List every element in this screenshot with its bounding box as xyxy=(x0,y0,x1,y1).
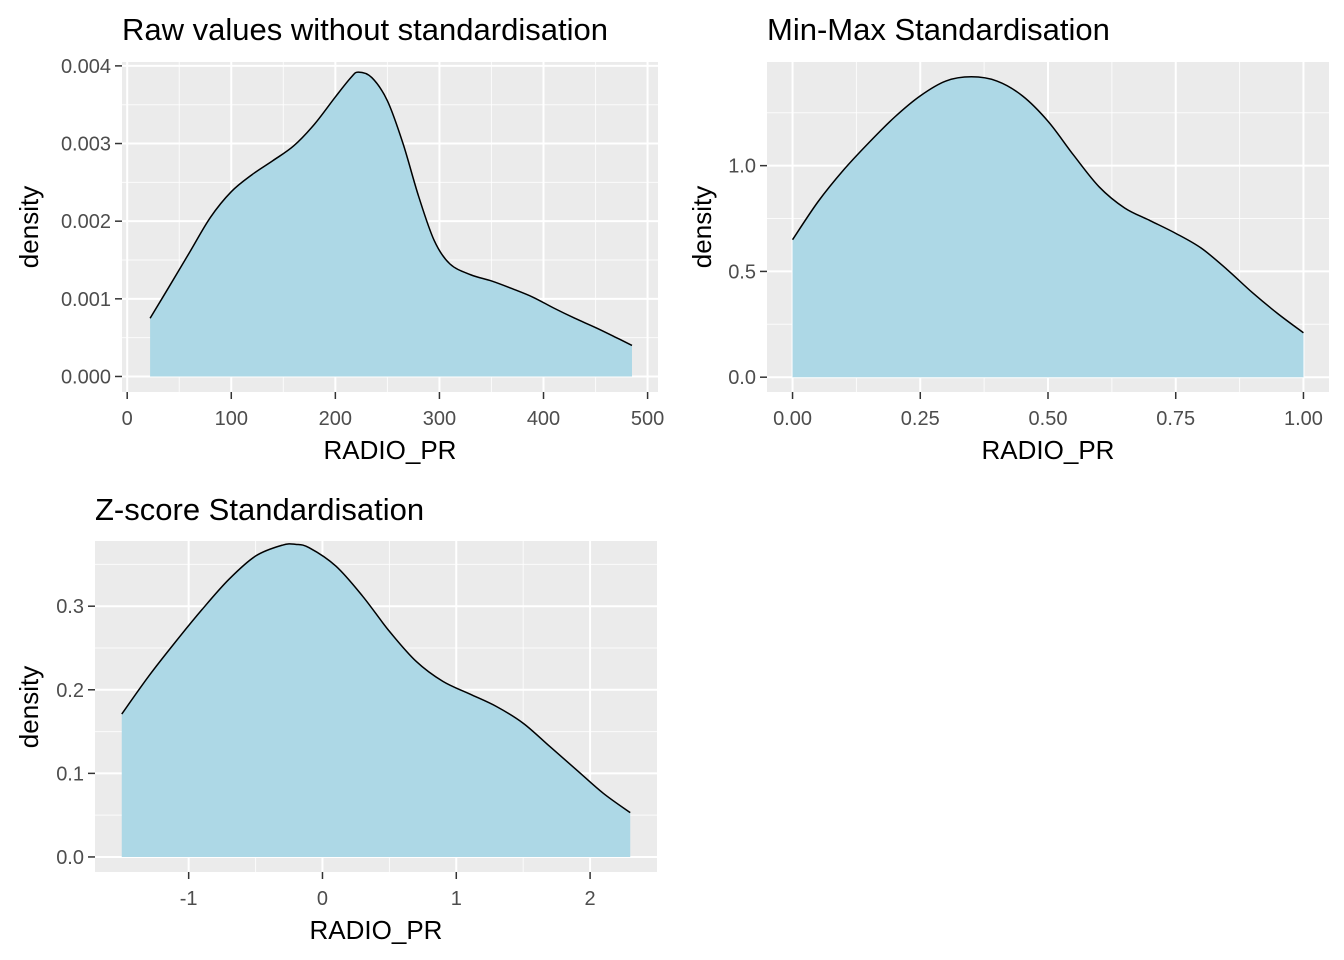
density-area-layer xyxy=(149,71,633,377)
y-axis-title: density xyxy=(687,186,717,268)
raw-values-panel: Raw values without standardisation 0 100 2… xyxy=(14,12,664,465)
density-area-layer xyxy=(121,543,631,857)
z-score-panel: Z-score Standardisation -1 0 1 2 0.0 0.1 0.2 0.… xyxy=(14,492,657,945)
x-tick-label: 1 xyxy=(451,888,462,910)
x-tick-label: 0.50 xyxy=(1029,408,1068,430)
x-tick-label: 0.25 xyxy=(901,408,940,430)
y-axis-title: density xyxy=(14,186,44,268)
y-tick-label: 0.003 xyxy=(61,134,111,156)
x-tick-label: 0.75 xyxy=(1156,408,1195,430)
density-curve xyxy=(121,543,631,814)
y-tick-label: 0.000 xyxy=(61,366,111,388)
density-fill xyxy=(150,72,632,377)
density-curve xyxy=(791,76,1304,334)
panel-title: Raw values without standardisation xyxy=(122,12,608,47)
x-tick-label: 100 xyxy=(215,408,248,430)
y-axis-title: density xyxy=(14,666,44,748)
x-tick-label: 200 xyxy=(319,408,352,430)
axis-ticks: -1 0 1 2 0.0 0.1 0.2 0.3 xyxy=(56,596,595,910)
x-tick-label: 400 xyxy=(527,408,560,430)
y-tick-label: 0.0 xyxy=(56,847,84,869)
y-tick-label: 0.5 xyxy=(728,261,756,283)
x-tick-label: 300 xyxy=(423,408,456,430)
y-tick-label: 0.002 xyxy=(61,211,111,233)
y-tick-label: 1.0 xyxy=(728,156,756,178)
y-tick-label: 0.0 xyxy=(728,367,756,389)
y-tick-label: 0.2 xyxy=(56,680,84,702)
x-axis-title: RADIO_PR xyxy=(310,915,443,945)
density-fill xyxy=(121,543,631,857)
density-curve xyxy=(149,71,633,347)
y-tick-label: 0.3 xyxy=(56,596,84,618)
panel-title: Z-score Standardisation xyxy=(95,492,424,527)
min-max-panel: Min-Max Standardisation 0.00 0.25 0.50 0.75… xyxy=(687,12,1329,465)
x-axis-title: RADIO_PR xyxy=(324,435,457,465)
density-fill xyxy=(792,76,1304,378)
y-tick-label: 0.004 xyxy=(61,56,111,78)
x-tick-label: -1 xyxy=(180,888,198,910)
x-tick-label: 0 xyxy=(122,408,133,430)
x-tick-label: 2 xyxy=(585,888,596,910)
x-tick-label: 1.00 xyxy=(1284,408,1323,430)
x-axis-title: RADIO_PR xyxy=(982,435,1115,465)
axis-ticks: 0 100 200 300 400 500 0.000 0.001 0.002 0.003 0.00… xyxy=(61,56,664,430)
density-area-layer xyxy=(791,76,1304,378)
y-tick-label: 0.001 xyxy=(61,289,111,311)
x-tick-label: 0.00 xyxy=(773,408,812,430)
x-tick-label: 0 xyxy=(317,888,328,910)
x-tick-label: 500 xyxy=(631,408,664,430)
y-tick-label: 0.1 xyxy=(56,763,84,785)
axis-ticks: 0.00 0.25 0.50 0.75 1.00 0.0 0.5 1.0 xyxy=(728,156,1323,430)
panel-title: Min-Max Standardisation xyxy=(767,12,1110,47)
